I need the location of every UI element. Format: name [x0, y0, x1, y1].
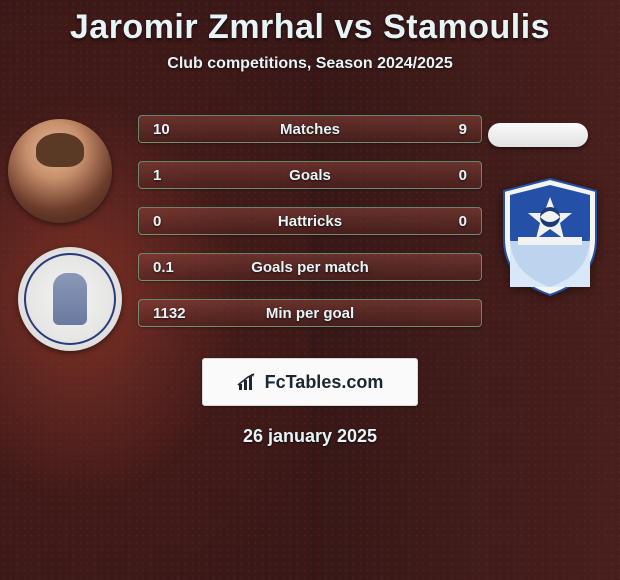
brand-box[interactable]: FcTables.com — [202, 358, 418, 406]
stat-left-value: 10 — [153, 121, 203, 138]
stat-left-value: 0.1 — [153, 259, 203, 276]
badge-left-ring — [24, 253, 116, 345]
page-subtitle: Club competitions, Season 2024/2025 — [0, 55, 620, 73]
stat-left-value: 1132 — [153, 305, 203, 322]
stat-right-value: 9 — [417, 121, 467, 138]
stat-label: Goals — [289, 167, 331, 184]
stat-rows: 10 Matches 9 1 Goals 0 0 Hattricks 0 0.1 Goals per… — [138, 115, 482, 345]
stats-area: 10 Matches 9 1 Goals 0 0 Hattricks 0 0.1 Goals per… — [0, 115, 620, 340]
stat-row: 0.1 Goals per match — [138, 253, 482, 281]
stat-row: 10 Matches 9 — [138, 115, 482, 143]
stat-label: Hattricks — [278, 213, 342, 230]
stat-left-value: 0 — [153, 213, 203, 230]
content: Jaromir Zmrhal vs Stamoulis Club competi… — [0, 0, 620, 447]
stat-right-value: 0 — [417, 167, 467, 184]
chart-icon — [237, 372, 259, 392]
badge-left-figure — [53, 273, 87, 325]
player-right-club-badge — [500, 177, 600, 297]
player-left-avatar — [8, 119, 112, 223]
stat-left-value: 1 — [153, 167, 203, 184]
stat-label: Min per goal — [266, 305, 354, 322]
stat-label: Goals per match — [251, 259, 369, 276]
stat-right-value: 0 — [417, 213, 467, 230]
stat-row: 1 Goals 0 — [138, 161, 482, 189]
player-left-club-badge — [18, 247, 122, 351]
stat-row: 0 Hattricks 0 — [138, 207, 482, 235]
player-right-avatar-placeholder — [488, 123, 588, 147]
date-line: 26 january 2025 — [0, 426, 620, 447]
brand-text: FcTables.com — [265, 372, 384, 393]
page-title: Jaromir Zmrhal vs Stamoulis — [0, 8, 620, 47]
stat-label: Matches — [280, 121, 340, 138]
stat-row: 1132 Min per goal — [138, 299, 482, 327]
